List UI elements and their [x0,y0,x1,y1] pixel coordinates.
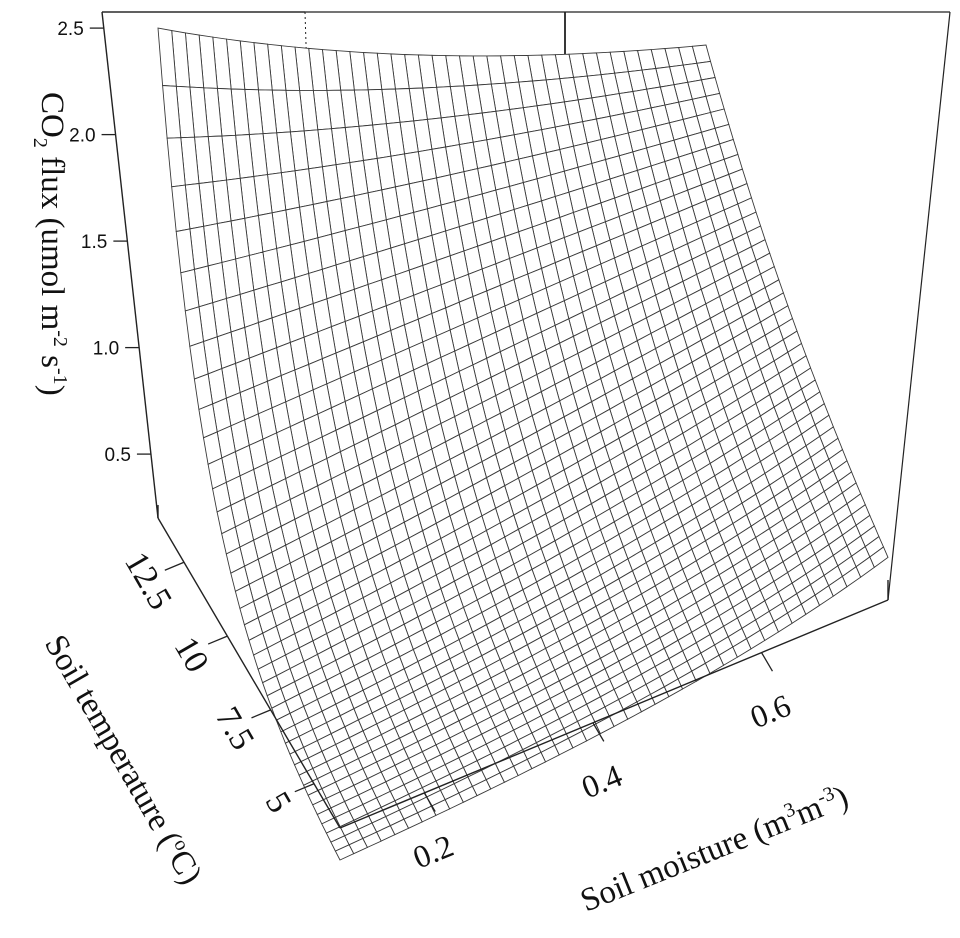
z-tick-label: 1.5 [81,232,107,253]
z-tick-label: 2.5 [57,19,83,40]
front-bottom-left-edge [157,517,341,829]
moisture-tick-mark [423,792,436,812]
temperature-tick-label: 12.5 [117,546,179,616]
surface-mesh [157,27,889,861]
z-axis-line [101,11,159,519]
z-tick-label: 0.5 [105,445,131,466]
temperature-tick-label: 7.5 [208,701,261,756]
back-right-edge [887,11,951,601]
temperature-tick-mark [207,635,228,645]
moisture-axis-label: Soil moisture (m3m-3) [575,778,853,919]
front-bottom-right-edge [339,599,889,829]
z-tick-label: 1.0 [93,339,119,360]
moisture-tick-label: 0.4 [576,757,627,805]
moisture-tick-mark [592,722,605,742]
front-box [101,11,889,829]
temperature-tick-mark [294,783,315,793]
temperature-tick-label: 5 [258,786,299,819]
moisture-tick-label: 0.2 [408,827,459,875]
temperature-tick-label: 10 [167,631,216,679]
temperature-tick-mark [251,709,271,719]
moisture-tick-label: 0.6 [745,687,796,735]
z-tick-label: 2.0 [69,126,95,147]
moisture-tick-mark [760,652,774,672]
surface-cell [334,844,355,861]
z-axis-label: CO2 flux (umol m-2 s-1) [29,92,71,396]
temperature-tick-mark [164,561,185,571]
